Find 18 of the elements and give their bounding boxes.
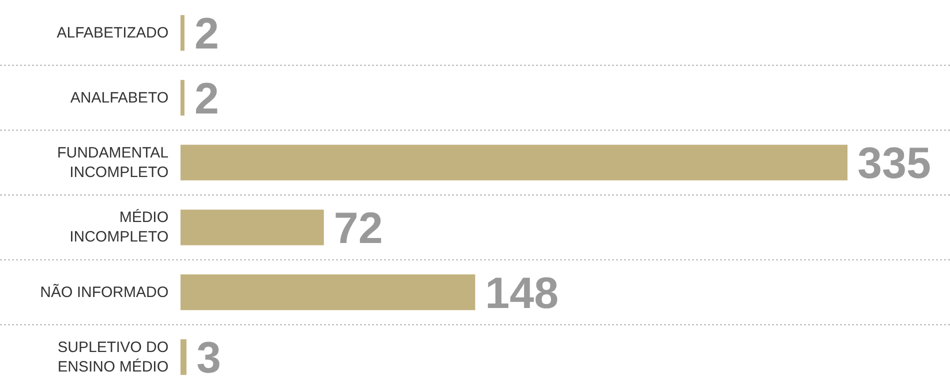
data-label: 72 — [334, 204, 383, 253]
y-tick-label: MÉDIO INCOMPLETO — [70, 208, 169, 246]
bar — [180, 210, 324, 246]
y-tick-label: NÃO INFORMADO — [40, 282, 169, 301]
y-tick-label: SUPLETIVO DO ENSINO MÉDIO — [58, 338, 169, 376]
bar — [180, 144, 848, 180]
bar — [180, 80, 184, 116]
data-label: 335 — [858, 139, 931, 188]
data-label: 2 — [194, 74, 219, 124]
bar — [180, 274, 476, 310]
data-label: 2 — [194, 9, 219, 58]
bar — [180, 15, 184, 51]
data-label: 3 — [196, 334, 221, 383]
y-tick-label: ANALFABETO — [70, 89, 168, 106]
data-label: 148 — [485, 268, 559, 318]
y-tick-label: FUNDAMENTAL INCOMPLETO — [57, 144, 169, 181]
bar — [180, 339, 186, 375]
y-tick-label: ALFABETIZADO — [56, 24, 169, 42]
